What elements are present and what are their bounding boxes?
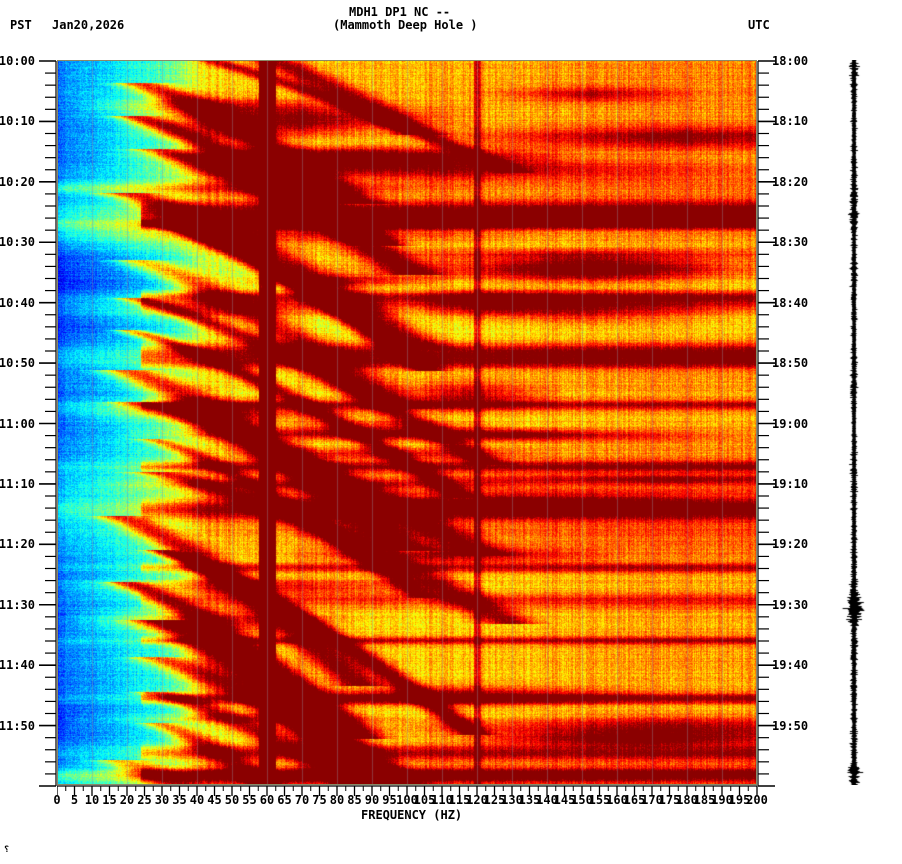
time-tick-right-1920: 19:20 — [772, 537, 809, 552]
freq-tick-195: 195 — [728, 793, 751, 807]
time-tick-left-1130: 11:30 — [0, 597, 35, 612]
freq-tick-85: 85 — [347, 793, 362, 807]
freq-tick-110: 110 — [431, 793, 453, 807]
page-subtitle: (Mammoth Deep Hole ) — [333, 18, 478, 32]
page-title: MDH1 DP1 NC -- — [349, 5, 451, 19]
timezone-label-right: UTC — [748, 18, 770, 32]
freq-tick-10: 10 — [84, 793, 100, 807]
date-label: Jan20,2026 — [52, 18, 125, 32]
time-tick-right-1820: 18:20 — [772, 174, 809, 189]
freq-tick-70: 70 — [294, 793, 310, 807]
freq-tick-145: 145 — [553, 793, 576, 807]
x-axis-title: FREQUENCY (HZ) — [361, 808, 463, 822]
freq-tick-130: 130 — [501, 793, 523, 807]
time-tick-right-1810: 18:10 — [772, 114, 809, 129]
time-tick-right-1910: 19:10 — [772, 476, 809, 491]
freq-tick-30: 30 — [154, 793, 170, 807]
freq-tick-5: 5 — [70, 793, 79, 807]
freq-tick-120: 120 — [466, 793, 488, 807]
spectrogram-plot[interactable] — [57, 60, 757, 785]
time-tick-left-1030: 10:30 — [0, 235, 35, 250]
freq-tick-180: 180 — [676, 793, 698, 807]
time-axis-left-ticks — [39, 60, 57, 787]
freq-tick-155: 155 — [588, 793, 611, 807]
freq-tick-25: 25 — [137, 793, 152, 807]
time-tick-left-1120: 11:20 — [0, 537, 35, 552]
time-tick-left-1140: 11:40 — [0, 658, 35, 673]
freq-tick-185: 185 — [693, 793, 716, 807]
corner-glyph: ⸮ — [4, 845, 10, 855]
header-band: PST Jan20,2026 MDH1 DP1 NC -- (Mammoth D… — [0, 0, 902, 56]
time-tick-left-1010: 10:10 — [0, 114, 35, 129]
freq-tick-175: 175 — [658, 793, 681, 807]
freq-tick-125: 125 — [483, 793, 506, 807]
time-tick-left-1020: 10:20 — [0, 174, 35, 189]
time-tick-right-1830: 18:30 — [772, 235, 809, 250]
freq-tick-40: 40 — [189, 793, 205, 807]
freq-tick-95: 95 — [382, 793, 397, 807]
freq-tick-15: 15 — [102, 793, 117, 807]
freq-tick-170: 170 — [641, 793, 663, 807]
freq-tick-140: 140 — [536, 793, 558, 807]
frequency-axis-ticks — [57, 785, 758, 796]
freq-tick-200: 200 — [746, 793, 768, 807]
time-tick-left-1000: 10:00 — [0, 54, 35, 68]
freq-tick-90: 90 — [364, 793, 380, 807]
freq-tick-20: 20 — [119, 793, 135, 807]
spectrogram-image[interactable] — [57, 60, 757, 785]
time-tick-right-1950: 19:50 — [772, 718, 809, 733]
freq-tick-165: 165 — [623, 793, 646, 807]
freq-tick-115: 115 — [448, 793, 471, 807]
freq-tick-0: 0 — [53, 793, 61, 807]
freq-tick-135: 135 — [518, 793, 541, 807]
freq-tick-60: 60 — [259, 793, 275, 807]
freq-tick-35: 35 — [172, 793, 187, 807]
time-tick-left-1150: 11:50 — [0, 718, 35, 733]
seismic-waveform-trace[interactable] — [832, 60, 874, 785]
time-tick-left-1050: 10:50 — [0, 356, 35, 371]
freq-tick-160: 160 — [606, 793, 628, 807]
time-axis-right-ticks — [757, 60, 775, 787]
time-tick-left-1110: 11:10 — [0, 476, 35, 491]
freq-tick-105: 105 — [413, 793, 436, 807]
freq-tick-55: 55 — [242, 793, 257, 807]
time-tick-right-1940: 19:40 — [772, 658, 809, 673]
time-tick-left-1100: 11:00 — [0, 416, 35, 431]
freq-tick-190: 190 — [711, 793, 733, 807]
freq-tick-65: 65 — [277, 793, 292, 807]
time-tick-left-1040: 10:40 — [0, 295, 35, 310]
freq-tick-45: 45 — [207, 793, 222, 807]
time-tick-right-1850: 18:50 — [772, 356, 809, 371]
freq-tick-150: 150 — [571, 793, 593, 807]
timezone-label-left: PST — [10, 18, 32, 32]
freq-tick-75: 75 — [312, 793, 327, 807]
freq-tick-80: 80 — [329, 793, 345, 807]
time-tick-right-1840: 18:40 — [772, 295, 809, 310]
time-tick-right-1900: 19:00 — [772, 416, 809, 431]
waveform-image[interactable] — [832, 60, 874, 785]
time-tick-right-1800: 18:00 — [772, 54, 809, 68]
freq-tick-50: 50 — [224, 793, 240, 807]
freq-tick-100: 100 — [396, 793, 418, 807]
frequency-axis-labels: 0 5 10 15 20 25 30 35 40 45 50 55 60 65 70 75 80 85 90 95 10… — [0, 793, 902, 809]
time-tick-right-1930: 19:30 — [772, 597, 809, 612]
